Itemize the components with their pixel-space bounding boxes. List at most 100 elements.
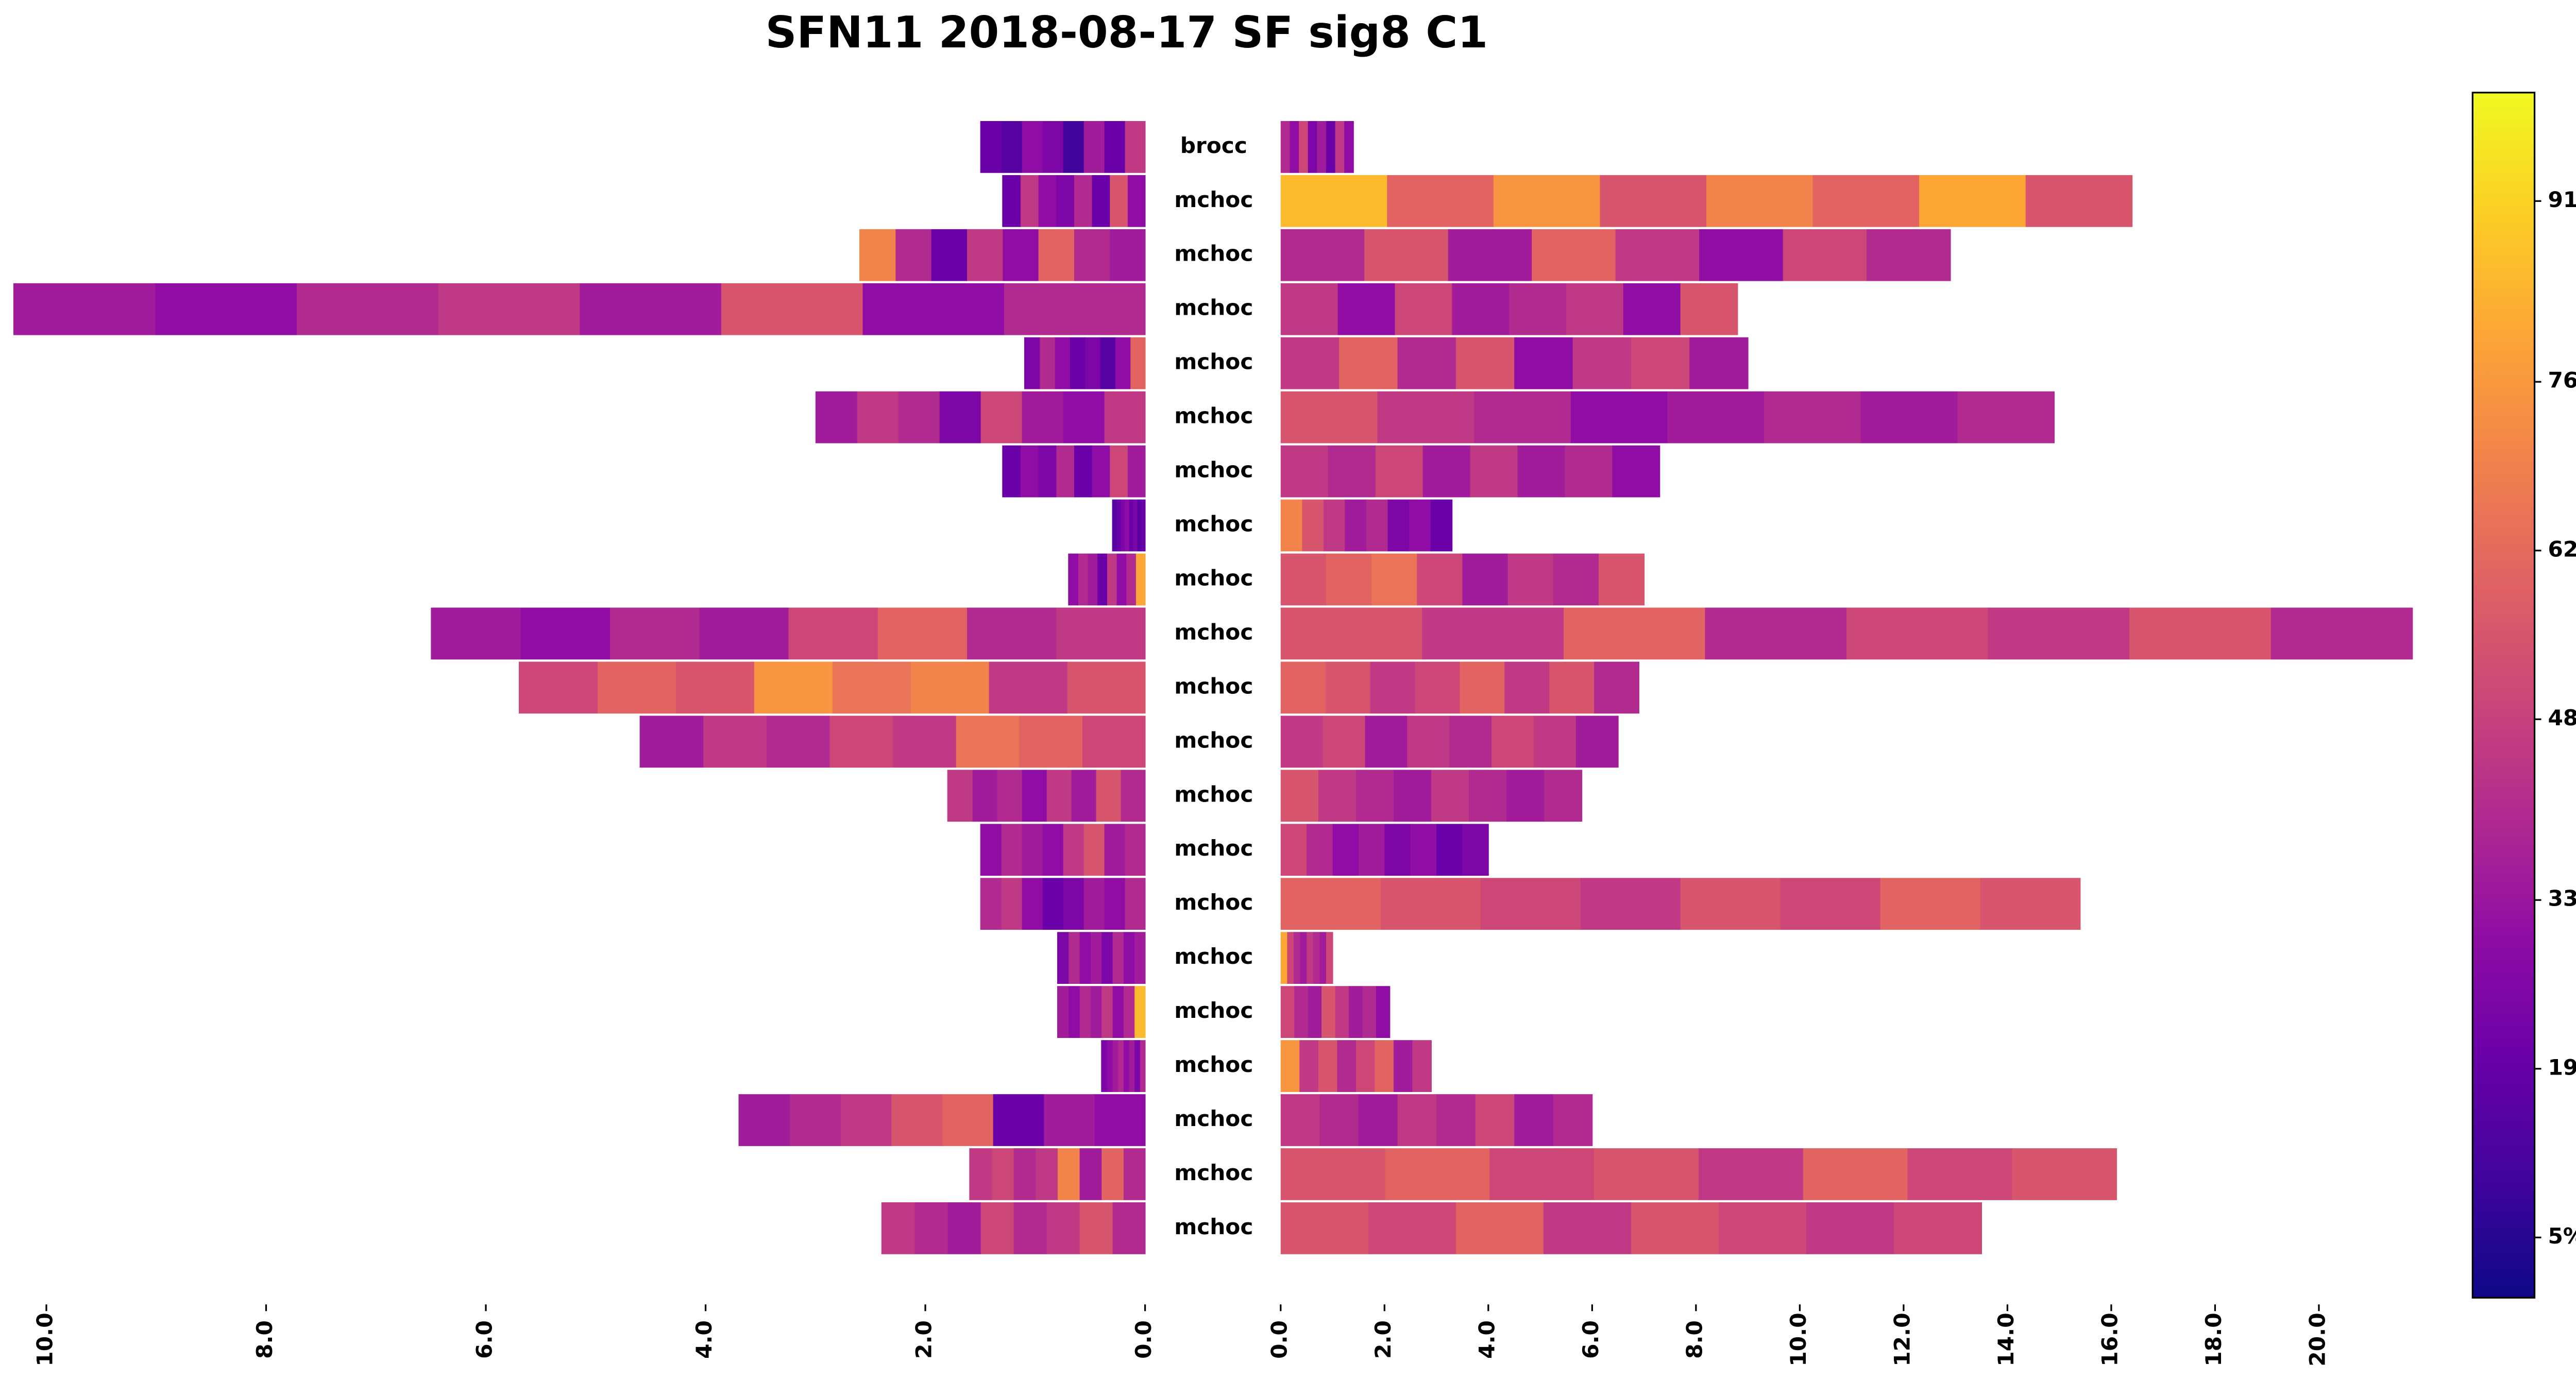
bin: [1430, 499, 1453, 552]
bin: [1380, 878, 1481, 930]
colorbar-tick-label: 91%: [2548, 187, 2576, 212]
bin: [1553, 1094, 1593, 1146]
bin: [579, 283, 721, 335]
bin: [1101, 1040, 1107, 1092]
bin: [1307, 824, 1333, 876]
colorbar-tick-label: 19%: [2548, 1054, 2576, 1080]
bin: [881, 1202, 915, 1254]
bin: [1095, 770, 1121, 822]
bin: [1412, 1040, 1432, 1092]
bin: [1867, 229, 1951, 281]
bin: [1509, 283, 1567, 335]
bin: [1395, 283, 1453, 335]
bin: [1325, 661, 1371, 714]
bin: [1623, 283, 1681, 335]
bin: [1364, 229, 1449, 281]
bin: [1046, 1202, 1080, 1254]
bin: [1313, 932, 1320, 984]
bin: [1056, 445, 1074, 498]
bin: [597, 661, 676, 714]
bin: [1326, 121, 1336, 173]
bin: [1319, 1094, 1359, 1146]
bin: [1123, 986, 1135, 1038]
x-tick-label: 16.0: [2097, 1313, 2122, 1366]
bin: [1124, 121, 1146, 173]
bin: [1042, 824, 1063, 876]
bin: [738, 1094, 790, 1146]
bin: [859, 229, 896, 281]
bin: [1493, 175, 1601, 227]
bin: [1127, 445, 1146, 498]
bin: [1126, 553, 1136, 606]
bin: [1299, 121, 1309, 173]
bin: [1339, 337, 1398, 389]
bin: [2012, 1148, 2117, 1200]
bin: [1957, 391, 2055, 444]
bin: [1112, 986, 1124, 1038]
row-label: mchoc: [1174, 1106, 1253, 1131]
bin: [1631, 337, 1690, 389]
bin: [1280, 607, 1423, 660]
bin: [639, 715, 704, 768]
bin: [1469, 770, 1507, 822]
row-label: mchoc: [1174, 890, 1253, 915]
bin: [1410, 824, 1437, 876]
bin: [1355, 770, 1394, 822]
bin: [942, 1094, 993, 1146]
bin: [1046, 770, 1072, 822]
bin: [1083, 824, 1105, 876]
bin: [1124, 824, 1146, 876]
bin: [1117, 1040, 1124, 1092]
x-tick-label: 4.0: [691, 1320, 717, 1359]
bin: [1130, 337, 1146, 389]
bin: [1062, 824, 1084, 876]
bin: [980, 878, 1002, 930]
bin: [1001, 121, 1022, 173]
bin: [1020, 445, 1039, 498]
bin: [1409, 499, 1431, 552]
bin: [1280, 661, 1326, 714]
bin: [1090, 986, 1102, 1038]
bin: [1387, 499, 1410, 552]
bin: [1349, 986, 1363, 1038]
bin: [1056, 175, 1074, 227]
bin: [1612, 445, 1660, 498]
bin: [1335, 121, 1345, 173]
bin: [1013, 1202, 1047, 1254]
bin: [1698, 1148, 1804, 1200]
bin: [1377, 391, 1475, 444]
bin: [1580, 878, 1681, 930]
bin: [1068, 932, 1080, 984]
bin: [1980, 878, 2081, 930]
bin: [1514, 337, 1573, 389]
bin: [1308, 986, 1323, 1038]
bin: [1371, 553, 1418, 606]
bin: [1090, 932, 1102, 984]
bin: [1079, 1148, 1102, 1200]
bin: [1083, 121, 1105, 173]
bin: [1384, 824, 1411, 876]
bin: [1455, 1202, 1544, 1254]
bin: [1024, 337, 1040, 389]
bin: [1803, 1148, 1908, 1200]
bin: [1417, 553, 1463, 606]
bin: [1506, 770, 1545, 822]
row-label: mchoc: [1174, 1052, 1253, 1077]
bin: [1302, 499, 1324, 552]
bin: [1598, 553, 1645, 606]
bin: [1287, 932, 1294, 984]
bin: [1565, 445, 1613, 498]
bin: [1280, 229, 1365, 281]
bin: [1280, 1148, 1386, 1200]
bin: [955, 715, 1020, 768]
bin: [1375, 1040, 1394, 1092]
bin: [1375, 445, 1423, 498]
bin: [1077, 553, 1088, 606]
bin: [1699, 229, 1784, 281]
bin: [296, 283, 438, 335]
colorbar-tick-label: 33%: [2548, 886, 2576, 911]
bin: [1069, 337, 1086, 389]
bin: [1533, 715, 1577, 768]
bin: [1806, 1202, 1894, 1254]
bin: [1123, 1148, 1146, 1200]
